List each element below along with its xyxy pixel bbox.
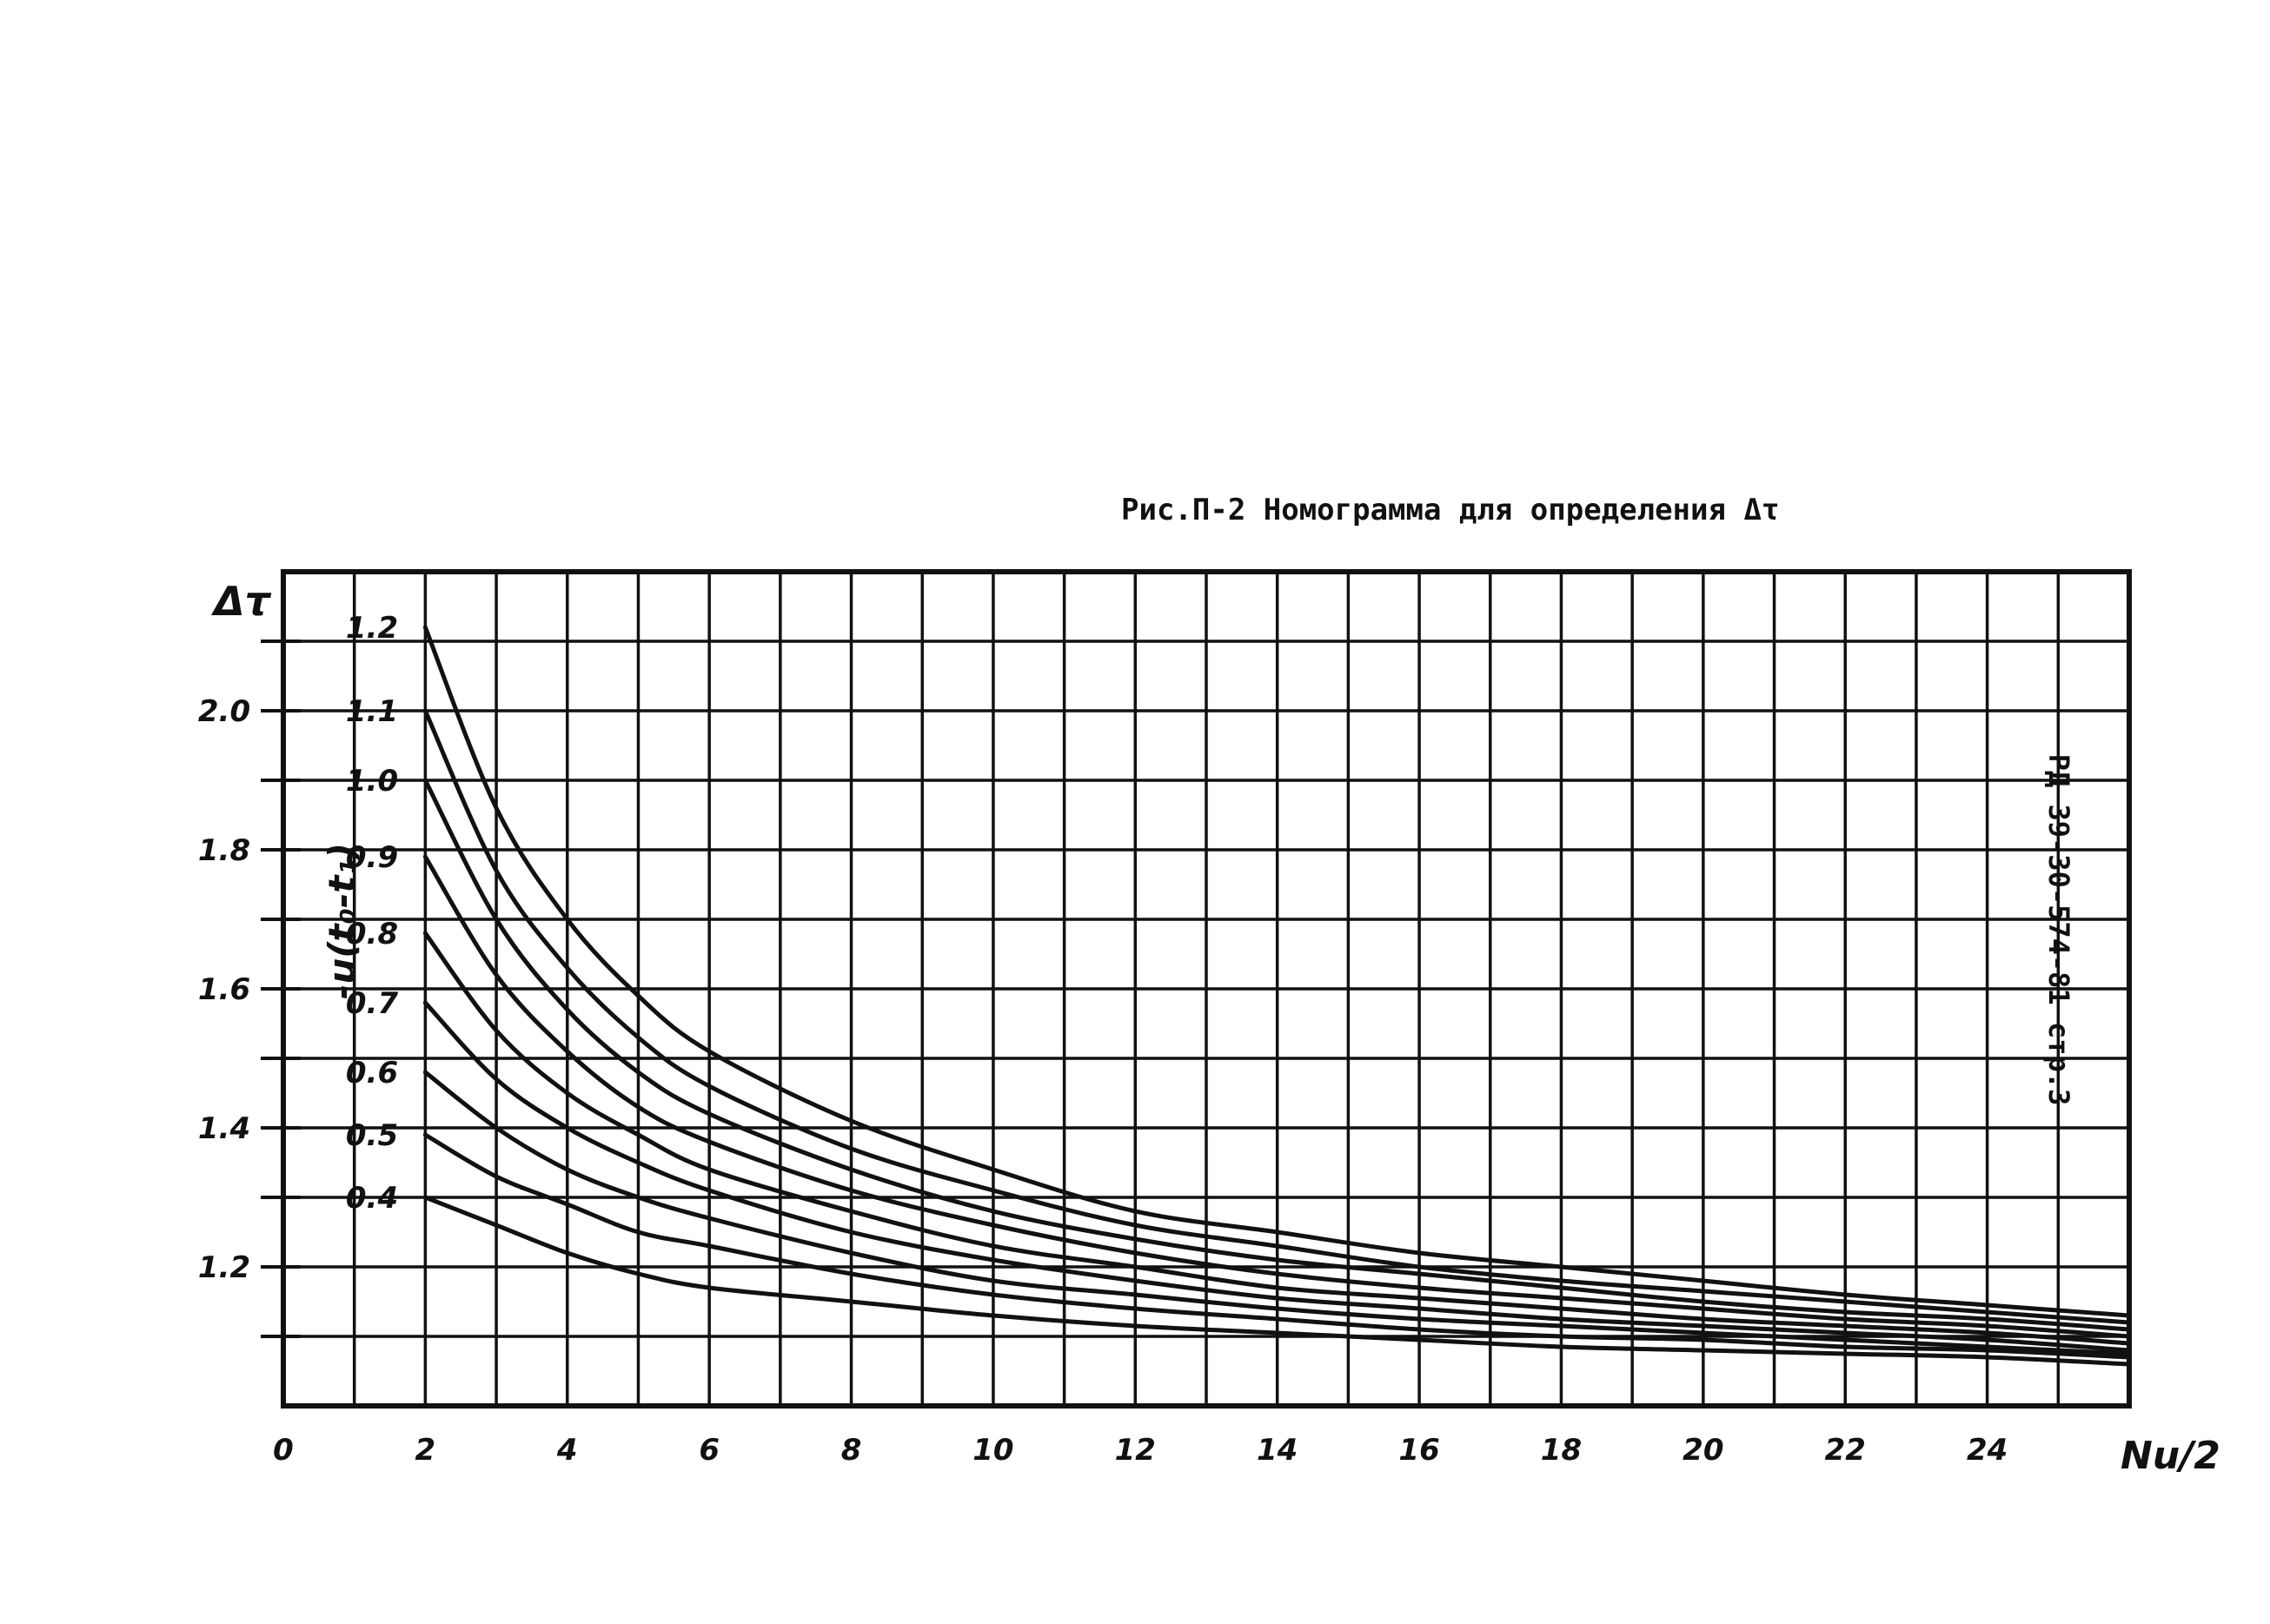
x-tick-label: 10 <box>972 1433 1013 1468</box>
curve-label: 1.2 <box>346 611 398 646</box>
curve-1.0 <box>422 778 2132 1332</box>
y-axis-tick-labels: 2.0 1.8 1.6 1.4 1.2 <box>198 694 250 1285</box>
x-tick-label: 8 <box>841 1433 862 1468</box>
curve-label: 0.9 <box>346 840 398 875</box>
curve-0.8 <box>422 931 2132 1346</box>
curve-0.9 <box>422 854 2132 1339</box>
x-tick-label: 22 <box>1825 1433 1866 1468</box>
curve-labels: 1.2 1.1 1.0 0.9 0.8 0.7 0.6 0.5 0.4 <box>346 611 399 1216</box>
curve-label: 0.6 <box>346 1056 398 1090</box>
curve-1.2 <box>422 625 2132 1318</box>
curve-0.5 <box>422 1132 2132 1360</box>
y-tick-label: 1.6 <box>198 972 250 1007</box>
y-tick-label: 2.0 <box>198 694 250 729</box>
curve-0.6 <box>422 1070 2132 1356</box>
curve-label: 1.0 <box>346 764 398 799</box>
x-tick-label: 14 <box>1257 1433 1298 1468</box>
x-tick-label: 20 <box>1683 1433 1723 1468</box>
curve-label: 1.1 <box>346 694 398 729</box>
x-tick-label: 6 <box>699 1433 720 1468</box>
left-axis-ticks <box>261 640 301 1338</box>
y-tick-label: 1.4 <box>198 1111 250 1146</box>
curves-axis-label: -u(t₀-t₁) <box>321 843 363 999</box>
curve-label: 0.5 <box>346 1118 398 1153</box>
y-axis-label: Δτ <box>210 578 272 625</box>
curve-label: 0.7 <box>346 986 399 1021</box>
chart-title: Рис.П-2 Номограмма для определения Δτ <box>1121 493 1779 527</box>
curve-label: 0.8 <box>346 917 398 951</box>
curves <box>422 625 2132 1367</box>
x-axis-tick-labels: 0 2 4 6 8 10 12 14 16 18 20 22 24 <box>273 1433 2008 1468</box>
x-tick-label: 0 <box>273 1433 294 1468</box>
y-tick-label: 1.2 <box>198 1250 250 1285</box>
curve-1.1 <box>422 708 2132 1325</box>
curve-0.7 <box>422 1000 2132 1353</box>
x-tick-label: 16 <box>1398 1433 1439 1468</box>
x-tick-label: 18 <box>1541 1433 1582 1468</box>
x-axis-label: Nu/2 <box>2121 1434 2220 1478</box>
y-tick-label: 1.8 <box>198 833 250 868</box>
document-code: РД 39-30-574-81 стр.3 <box>2042 754 2075 1106</box>
x-tick-label: 12 <box>1115 1433 1156 1468</box>
x-tick-label: 4 <box>556 1433 578 1468</box>
grid <box>283 572 2129 1406</box>
curve-label: 0.4 <box>346 1181 398 1216</box>
curve-0.4 <box>422 1195 2132 1367</box>
x-tick-label: 24 <box>1967 1433 2008 1468</box>
x-tick-label: 2 <box>415 1433 436 1468</box>
